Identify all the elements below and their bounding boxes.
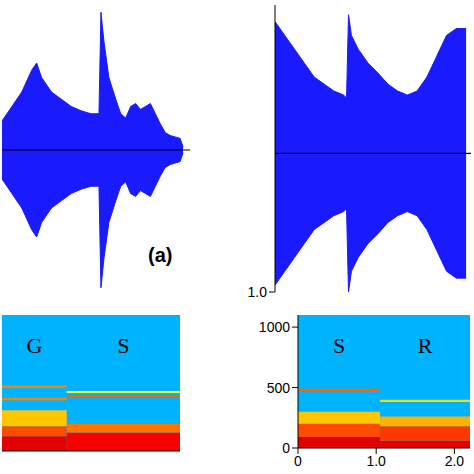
svg-text:1.0: 1.0 — [248, 284, 268, 300]
svg-text:1000: 1000 — [259, 319, 290, 335]
svg-text:0: 0 — [294, 453, 302, 469]
svg-text:G: G — [26, 333, 42, 358]
svg-text:R: R — [418, 333, 433, 358]
svg-text:0: 0 — [282, 440, 290, 456]
svg-text:500: 500 — [267, 380, 291, 396]
svg-text:S: S — [117, 333, 129, 358]
svg-text:1.0: 1.0 — [366, 453, 386, 469]
html-text:(a): (a) — [148, 244, 173, 266]
svg-text:S: S — [333, 333, 345, 358]
svg-text:2.0: 2.0 — [445, 453, 465, 469]
